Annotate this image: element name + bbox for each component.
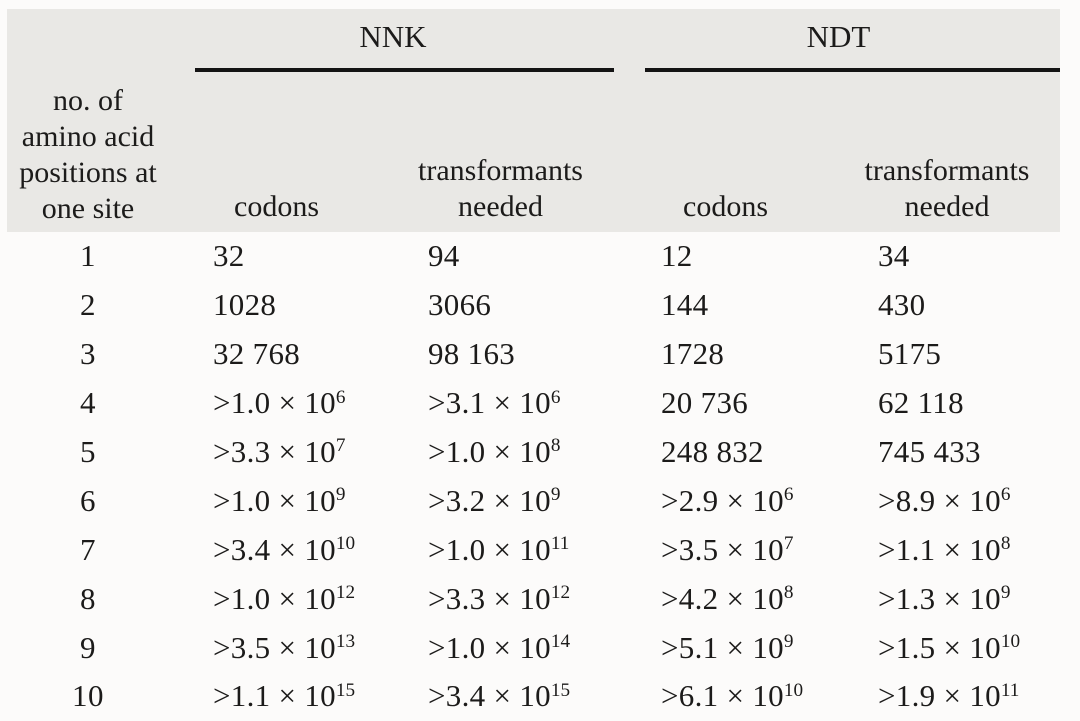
- table-row: 7 >3.4 × 1010 >1.0 × 1011 >3.5 × 107 >1.…: [7, 525, 1060, 574]
- table-row: 3 32 768 98 163 1728 5175: [7, 330, 1060, 379]
- ndt-transformants-value: >1.1 × 108: [878, 531, 1011, 567]
- ndt-codons-value: 1728: [661, 336, 725, 372]
- column-header-nnk-transformants: transformants needed: [418, 154, 583, 223]
- table-row: 5 >3.3 × 107 >1.0 × 108 248 832 745 433: [7, 428, 1060, 477]
- ndt-codons-value: 144: [661, 287, 709, 323]
- ndt-codons-value: >2.9 × 106: [661, 482, 794, 518]
- nnk-transformants-value: >1.0 × 1014: [428, 629, 571, 665]
- nnk-codons-value: 32: [213, 238, 245, 274]
- row-number: 9: [80, 629, 96, 665]
- corner-header-line: amino acid: [21, 120, 155, 153]
- ndt-transformants-value: 745 433: [878, 434, 981, 469]
- row-number: 2: [80, 287, 96, 323]
- corner-header: no. of amino acid positions at one site: [7, 9, 169, 232]
- row-number: 5: [80, 434, 96, 469]
- ndt-codons-value: 12: [661, 238, 693, 274]
- nnk-transformants-value: 98 163: [428, 336, 516, 372]
- ndt-transformants-value: 62 118: [878, 385, 964, 421]
- nnk-codons-value: 32 768: [213, 336, 301, 372]
- nnk-codons-value: >3.3 × 107: [213, 434, 346, 469]
- column-header-ndt-transformants: transformants needed: [864, 154, 1030, 223]
- row-number: 10: [72, 678, 104, 714]
- nnk-codons-value: >1.0 × 106: [213, 385, 346, 421]
- nnk-transformants-value: >3.2 × 109: [428, 482, 561, 518]
- nnk-transformants-value: 3066: [428, 287, 492, 323]
- nnk-transformants-value: 94: [428, 238, 460, 274]
- ndt-transformants-value: >1.9 × 1011: [878, 678, 1020, 714]
- nnk-codons-value: >1.0 × 109: [213, 482, 346, 518]
- row-number: 6: [80, 482, 96, 518]
- corner-header-line: one site: [41, 192, 135, 225]
- column-header-nnk-codons: codons: [234, 190, 319, 223]
- nnk-transformants-value: >3.1 × 106: [428, 385, 561, 421]
- nnk-codons-value: 1028: [213, 287, 277, 323]
- table-row: 10 >1.1 × 1015 >3.4 × 1015 >6.1 × 1010 >…: [7, 672, 1060, 721]
- table-header: no. of amino acid positions at one site …: [7, 9, 1060, 232]
- group-label-ndt: NDT: [806, 19, 871, 54]
- nnk-transformants-value: >3.4 × 1015: [428, 678, 571, 714]
- corner-header-line: positions at: [19, 156, 157, 189]
- nnk-rule: [195, 68, 614, 72]
- row-number: 1: [80, 238, 96, 274]
- nnk-transformants-value: >1.0 × 1011: [428, 531, 570, 567]
- row-number: 8: [80, 580, 96, 616]
- ndt-codons-value: >6.1 × 1010: [661, 678, 804, 714]
- corner-header-line: no. of: [53, 84, 123, 117]
- ndt-codons-value: 248 832: [661, 434, 764, 469]
- table-row: 4 >1.0 × 106 >3.1 × 106 20 736 62 118: [7, 379, 1060, 428]
- group-label-nnk: NNK: [359, 19, 427, 54]
- row-number: 4: [80, 385, 96, 421]
- ndt-transformants-value: 34: [878, 238, 910, 274]
- nnk-transformants-value: >1.0 × 108: [428, 434, 561, 469]
- nnk-codons-value: >3.4 × 1010: [213, 531, 356, 567]
- ndt-transformants-value: >1.3 × 109: [878, 580, 1011, 616]
- row-number: 7: [80, 531, 96, 567]
- nnk-codons-value: >1.1 × 1015: [213, 678, 356, 714]
- ndt-codons-value: >5.1 × 109: [661, 629, 794, 665]
- group-header-ndt: NDT: [617, 9, 1060, 79]
- table-row: 1 32 94 12 34: [7, 232, 1060, 281]
- table-row: 6 >1.0 × 109 >3.2 × 109 >2.9 × 106 >8.9 …: [7, 476, 1060, 525]
- ndt-codons-value: >3.5 × 107: [661, 531, 794, 567]
- ndt-codons-value: 20 736: [661, 385, 749, 421]
- table-row: 8 >1.0 × 1012 >3.3 × 1012 >4.2 × 108 >1.…: [7, 574, 1060, 623]
- ndt-rule: [645, 68, 1060, 72]
- table-row: 2 1028 3066 144 430: [7, 281, 1060, 330]
- ndt-transformants-value: 430: [878, 287, 926, 323]
- ndt-codons-value: >4.2 × 108: [661, 580, 794, 616]
- nnk-codons-value: >1.0 × 1012: [213, 580, 356, 616]
- column-header-ndt-codons: codons: [683, 190, 768, 223]
- nnk-transformants-value: >3.3 × 1012: [428, 580, 571, 616]
- ndt-transformants-value: 5175: [878, 336, 942, 372]
- row-number: 3: [80, 336, 96, 372]
- codon-table: no. of amino acid positions at one site …: [7, 9, 1060, 721]
- group-header-nnk: NNK: [169, 9, 617, 79]
- ndt-transformants-value: >8.9 × 106: [878, 482, 1011, 518]
- nnk-codons-value: >3.5 × 1013: [213, 629, 356, 665]
- table-body: 1 32 94 12 34 2 1028 3066 144 430 3 32 7…: [7, 232, 1060, 721]
- ndt-transformants-value: >1.5 × 1010: [878, 629, 1021, 665]
- table-row: 9 >3.5 × 1013 >1.0 × 1014 >5.1 × 109 >1.…: [7, 623, 1060, 672]
